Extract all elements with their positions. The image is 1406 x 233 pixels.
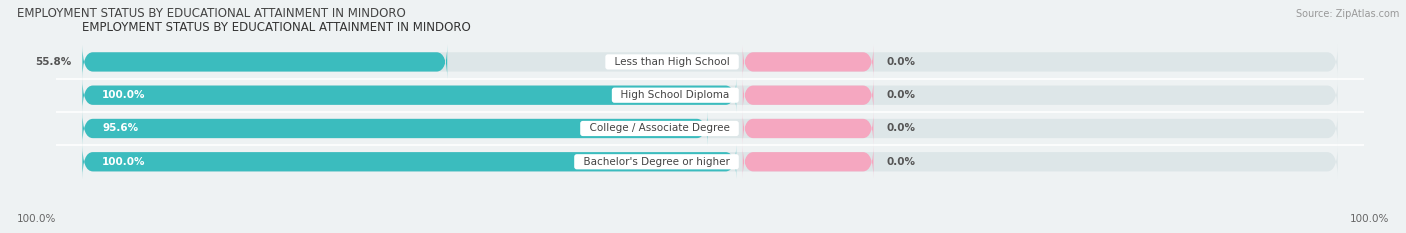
Text: Less than High School: Less than High School xyxy=(607,57,737,67)
Text: 100.0%: 100.0% xyxy=(17,214,56,224)
FancyBboxPatch shape xyxy=(742,45,873,79)
FancyBboxPatch shape xyxy=(83,112,707,145)
Text: Source: ZipAtlas.com: Source: ZipAtlas.com xyxy=(1295,9,1399,19)
FancyBboxPatch shape xyxy=(742,112,873,145)
Text: 100.0%: 100.0% xyxy=(103,90,145,100)
Text: 0.0%: 0.0% xyxy=(887,57,915,67)
Text: EMPLOYMENT STATUS BY EDUCATIONAL ATTAINMENT IN MINDORO: EMPLOYMENT STATUS BY EDUCATIONAL ATTAINM… xyxy=(17,7,405,20)
Text: 55.8%: 55.8% xyxy=(35,57,72,67)
Text: College / Associate Degree: College / Associate Degree xyxy=(583,123,737,134)
FancyBboxPatch shape xyxy=(83,45,1337,79)
Text: High School Diploma: High School Diploma xyxy=(614,90,737,100)
FancyBboxPatch shape xyxy=(83,145,1337,179)
Text: 95.6%: 95.6% xyxy=(103,123,138,134)
FancyBboxPatch shape xyxy=(83,45,447,79)
FancyBboxPatch shape xyxy=(742,145,873,179)
Text: EMPLOYMENT STATUS BY EDUCATIONAL ATTAINMENT IN MINDORO: EMPLOYMENT STATUS BY EDUCATIONAL ATTAINM… xyxy=(83,21,471,34)
Text: 100.0%: 100.0% xyxy=(103,157,145,167)
Text: 0.0%: 0.0% xyxy=(887,90,915,100)
FancyBboxPatch shape xyxy=(83,78,1337,112)
Text: 0.0%: 0.0% xyxy=(887,123,915,134)
FancyBboxPatch shape xyxy=(83,145,737,179)
FancyBboxPatch shape xyxy=(742,78,873,112)
Text: 100.0%: 100.0% xyxy=(1350,214,1389,224)
FancyBboxPatch shape xyxy=(83,78,737,112)
FancyBboxPatch shape xyxy=(83,112,1337,145)
Text: Bachelor's Degree or higher: Bachelor's Degree or higher xyxy=(576,157,737,167)
Text: 0.0%: 0.0% xyxy=(887,157,915,167)
